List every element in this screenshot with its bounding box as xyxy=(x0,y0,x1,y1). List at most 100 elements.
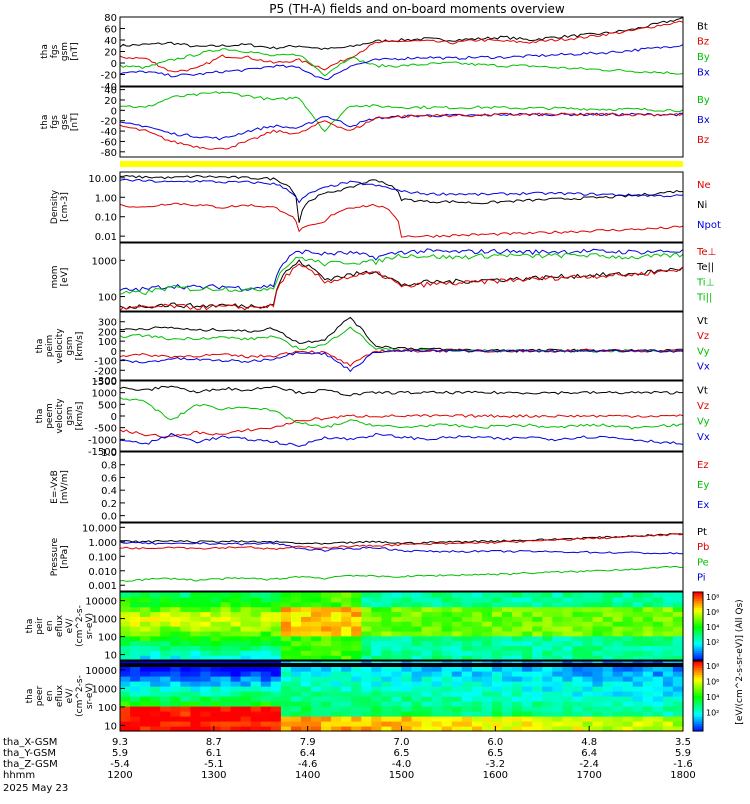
spectrogram-cell xyxy=(260,686,272,692)
spectrogram-cell xyxy=(411,726,423,732)
y-tick-label: 0.01 xyxy=(95,232,117,243)
spectrogram-cell xyxy=(120,616,131,622)
panel-frame xyxy=(119,86,684,158)
spectrogram-cell xyxy=(502,711,513,717)
spectrogram-cell xyxy=(632,686,644,692)
spectrogram-cell xyxy=(461,655,473,661)
spectrogram-cell xyxy=(180,626,191,632)
series-Ne xyxy=(119,202,684,238)
spectrogram-cell xyxy=(642,721,654,727)
spectrogram-cell xyxy=(381,676,393,682)
spectrogram-cell xyxy=(321,686,332,692)
spectrogram-cell xyxy=(260,701,272,707)
spectrogram-cell xyxy=(632,721,644,727)
spectrogram-cell xyxy=(140,606,151,613)
spectrogram-cell xyxy=(562,630,574,637)
series-Ti|| xyxy=(119,252,684,296)
series-Ti⊥ xyxy=(119,248,684,293)
spectrogram-cell xyxy=(351,635,362,642)
spectrogram-cell xyxy=(230,706,242,712)
colorbar-cell xyxy=(693,592,703,595)
spectrogram-cell xyxy=(461,596,473,603)
spectrogram-cell xyxy=(451,671,463,677)
spectrogram-cell xyxy=(492,606,503,613)
x-row-value: 6.5 xyxy=(394,748,410,759)
spectrogram-cell xyxy=(170,701,181,707)
spectrogram-cell xyxy=(451,721,463,727)
spectrogram-cell xyxy=(130,606,141,613)
spectrogram-cell xyxy=(290,640,302,647)
spectrogram-cell xyxy=(542,696,553,702)
spectrogram-cell xyxy=(572,621,584,627)
x-row-value: 5.9 xyxy=(675,748,691,759)
colorbar-tick: 10⁴ xyxy=(706,623,719,632)
colorbar-cell xyxy=(693,639,703,643)
spectrogram-cell xyxy=(421,655,433,661)
spectrogram-cell xyxy=(280,616,292,622)
spectrogram-cell xyxy=(431,596,443,603)
spectrogram-cell xyxy=(582,650,594,656)
spectrogram-cell xyxy=(602,606,614,613)
spectrogram-cell xyxy=(592,650,604,656)
spectrogram-cell xyxy=(622,616,634,622)
spectrogram-cell xyxy=(401,676,413,682)
spectrogram-cell xyxy=(481,650,493,656)
spectrogram-cell xyxy=(441,686,453,692)
spectrogram-cell xyxy=(341,611,352,617)
spectrogram-cell xyxy=(592,716,604,722)
spectrogram-cell xyxy=(140,592,151,598)
spectrogram-cell xyxy=(572,716,584,722)
spectrogram-cell xyxy=(562,635,574,642)
spectrogram-cell xyxy=(240,726,252,732)
spectrogram-cell xyxy=(270,666,282,672)
spectrogram-cell xyxy=(210,616,222,622)
spectrogram-cell xyxy=(120,681,131,687)
spectrogram-cell xyxy=(562,711,574,717)
spectrogram-cell xyxy=(461,721,473,727)
spectrogram-cell xyxy=(421,592,433,598)
y-tick-label: 60 xyxy=(104,25,117,36)
spectrogram-cell xyxy=(431,630,443,637)
y-label-line: gsm xyxy=(65,406,75,425)
spectrogram-cell xyxy=(672,716,684,722)
series-Vz xyxy=(119,414,684,439)
y-tick-label: 0 xyxy=(111,106,117,117)
spectrogram-cell xyxy=(612,616,624,622)
spectrogram-cell xyxy=(361,626,372,632)
x-row-value: 1200 xyxy=(107,770,132,781)
colorbar-cell xyxy=(693,700,703,704)
spectrogram-cell xyxy=(612,701,624,707)
spectrogram-cell xyxy=(140,696,151,702)
spectrogram-cell xyxy=(361,611,372,617)
spectrogram-cell xyxy=(411,611,423,617)
series-Pe xyxy=(119,565,684,582)
spectrogram-cell xyxy=(532,601,543,608)
spectrogram-cell xyxy=(120,671,131,677)
spectrogram-cell xyxy=(502,630,513,637)
spectrogram-cell xyxy=(481,711,493,717)
spectrogram-cell xyxy=(280,711,292,717)
spectrogram-cell xyxy=(321,621,332,627)
spectrogram-cell xyxy=(200,686,212,692)
spectrogram-cell xyxy=(492,676,503,682)
spectrogram-cell xyxy=(180,606,191,613)
spectrogram-cell xyxy=(311,721,322,727)
spectrogram-cell xyxy=(130,616,141,622)
spectrogram-cell xyxy=(512,691,523,697)
spectrogram-cell xyxy=(170,606,181,613)
spectrogram-cell xyxy=(240,666,252,672)
spectrogram-cell xyxy=(361,635,372,642)
spectrogram-cell xyxy=(230,666,242,672)
spectrogram-cell xyxy=(361,640,372,647)
spectrogram-cell xyxy=(582,592,594,598)
spectrogram-cell xyxy=(230,721,242,727)
spectrogram-cell xyxy=(562,701,574,707)
spectrogram-cell xyxy=(160,630,171,637)
spectrogram-cell xyxy=(331,701,342,707)
spectrogram-cell xyxy=(652,645,664,651)
spectrogram-cell xyxy=(421,596,433,603)
spectrogram-cell xyxy=(170,596,181,603)
spectrogram-cell xyxy=(662,671,674,677)
